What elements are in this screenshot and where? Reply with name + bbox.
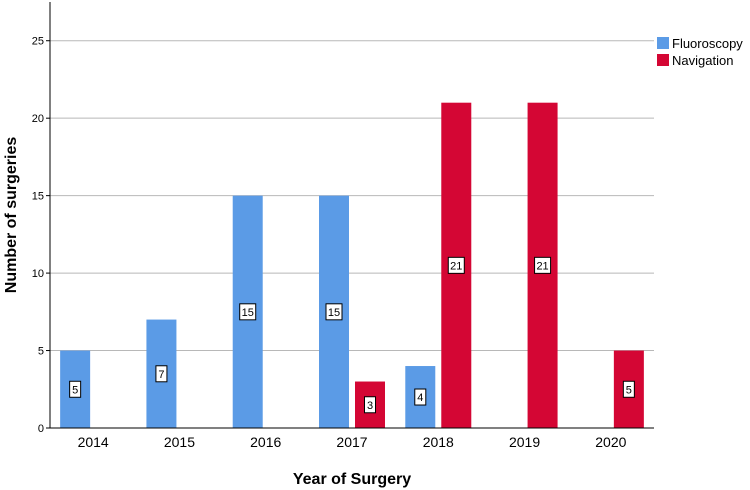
y-tick-label: 5 [38,346,44,358]
data-label: 4 [417,392,423,404]
x-tick-label: 2017 [336,434,367,450]
x-tick-label: 2015 [164,434,195,450]
y-tick-label: 25 [32,36,44,48]
grid [50,40,654,352]
y-tick-label: 0 [38,423,44,435]
y-tick-label: 15 [32,191,44,203]
x-tick-label: 2020 [595,434,626,450]
data-label-box [364,396,376,414]
data-label-box [239,303,257,321]
data-label: 5 [72,384,78,396]
y-tick-labels: 0 5 10 15 20 25 [32,36,50,435]
data-label: 21 [536,260,548,272]
legend: Fluoroscopy Navigation [657,36,743,68]
legend-label-fluoroscopy: Fluoroscopy [672,36,743,51]
x-tick-label: 2018 [423,434,454,450]
data-label: 3 [367,400,373,412]
x-tick-label: 2019 [509,434,540,450]
data-label: 15 [328,307,340,319]
y-tick-label: 20 [32,113,44,125]
data-label-box [622,380,635,398]
legend-swatch-fluoroscopy [657,37,669,49]
data-label: 5 [626,384,632,396]
data-label-box [155,365,168,383]
legend-label-navigation: Navigation [672,53,733,68]
axes [49,2,654,429]
data-label-box [325,303,343,321]
data-label: 15 [242,307,254,319]
data-labels: 5 7 15 15 3 4 21 21 5 [69,256,635,414]
data-label: 21 [450,260,462,272]
data-label-box [414,388,427,406]
x-tick-label: 2016 [250,434,281,450]
bars [60,102,644,428]
y-tick-label: 10 [32,268,44,280]
y-axis-title: Number of surgeries [3,137,20,294]
data-label-box [447,256,465,274]
x-tick-label: 2014 [78,434,109,450]
legend-swatch-navigation [657,54,669,66]
data-label-box [69,380,82,398]
data-label: 7 [158,369,164,381]
data-label-box [534,256,552,274]
x-axis-title: Year of Surgery [293,471,411,488]
x-tick-labels: 2014 2015 2016 2017 2018 2019 2020 [78,434,627,450]
